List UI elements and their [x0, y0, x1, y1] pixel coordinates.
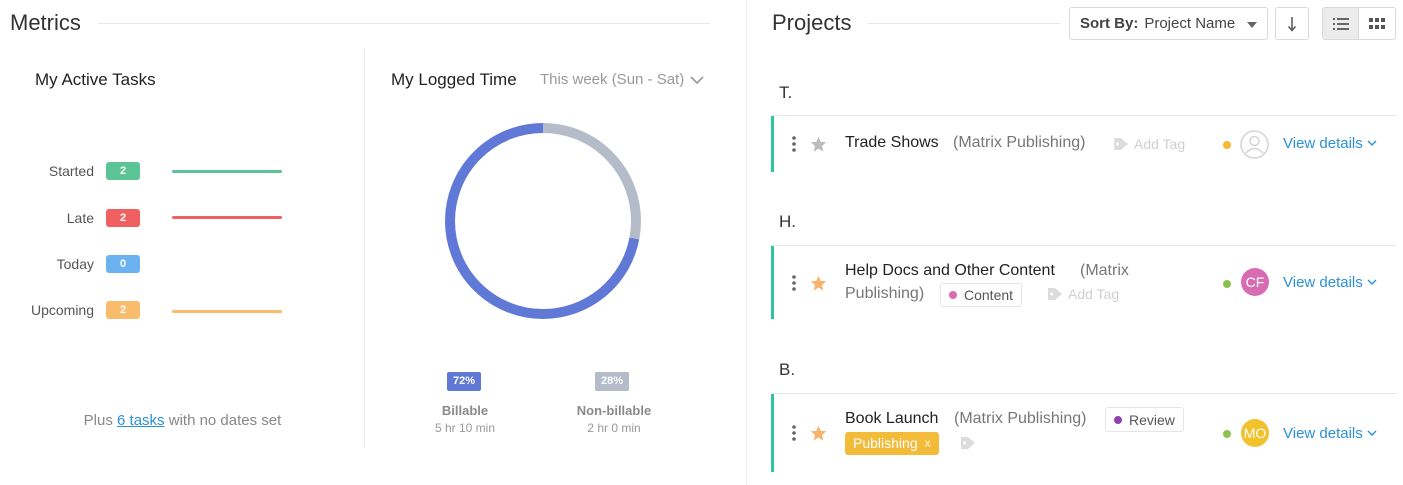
chevron-down-icon [1367, 279, 1377, 285]
group-letter-t: T. [779, 83, 793, 102]
task-label-today: Today [56, 256, 94, 272]
tag-chip-label: Content [964, 287, 1014, 303]
project-client-line1: (Matrix [1080, 262, 1129, 279]
list-view-icon [1332, 17, 1349, 30]
add-tag-button[interactable]: Add Tag [1113, 136, 1185, 152]
metrics-title-rule [98, 23, 710, 24]
more-vertical-icon[interactable] [792, 136, 796, 152]
metrics-divider [364, 48, 365, 448]
nonbillable-time: 2 hr 0 min [587, 421, 641, 435]
add-tag-label: Add Tag [1134, 136, 1186, 152]
group-b-rule [772, 393, 1396, 394]
task-count-upcoming[interactable]: 2 [106, 301, 140, 319]
view-details-label: View details [1283, 135, 1363, 152]
list-view-button[interactable] [1322, 7, 1359, 40]
tag-color-dot [949, 291, 957, 299]
donut-nonbillable-arc [445, 123, 641, 319]
group-h-rule [772, 245, 1396, 246]
tasks-note-suffix: with no dates set [168, 412, 282, 429]
view-details-label: View details [1283, 425, 1363, 442]
project-name[interactable]: Book Launch [845, 410, 939, 427]
avatar[interactable]: MO [1241, 419, 1269, 447]
tag-icon [1048, 288, 1062, 300]
projects-title: Projects [772, 10, 852, 35]
project-name[interactable]: Trade Shows [845, 134, 939, 151]
project-client: (Matrix Publishing) [954, 410, 1087, 427]
star-icon[interactable] [810, 136, 827, 152]
tag-icon[interactable] [960, 436, 976, 450]
billable-time: 5 hr 10 min [434, 421, 496, 435]
logged-time-range-label: This week (Sun - Sat) [540, 71, 685, 88]
group-t-rule [772, 115, 1396, 116]
status-dot [1223, 430, 1231, 438]
project-card-book-launch[interactable]: Book Launch (Matrix Publishing) Review P… [771, 394, 1396, 472]
active-tasks-title: My Active Tasks [35, 70, 156, 89]
sort-direction-button[interactable] [1275, 7, 1309, 40]
remove-tag-button[interactable]: x [924, 436, 931, 450]
tag-color-dot [1114, 415, 1122, 424]
tag-chip-label: Review [1129, 411, 1175, 428]
project-card-trade-shows[interactable]: Trade Shows (Matrix Publishing) Add Tag … [771, 116, 1396, 172]
task-label-started: Started [48, 163, 94, 179]
project-client: (Matrix Publishing) [953, 134, 1086, 151]
star-icon[interactable] [810, 425, 827, 441]
task-bar-upcoming [172, 310, 282, 313]
task-count-late[interactable]: 2 [106, 209, 140, 227]
view-details-link[interactable]: View details [1283, 425, 1377, 442]
tag-publishing[interactable]: Publishing x [845, 432, 939, 455]
view-details-link[interactable]: View details [1283, 274, 1377, 291]
tasks-note-prefix: Plus [83, 412, 113, 429]
projects-title-rule [868, 23, 1060, 24]
task-count-today[interactable]: 0 [106, 255, 140, 273]
more-vertical-icon[interactable] [792, 425, 796, 441]
add-tag-label: Add Tag [1068, 286, 1120, 302]
chevron-down-icon [1367, 430, 1377, 436]
tag-chip-content[interactable]: Content [940, 283, 1023, 307]
status-dot [1223, 141, 1231, 149]
grid-view-icon [1369, 17, 1385, 29]
tag-publishing-label: Publishing [853, 435, 918, 451]
project-name[interactable]: Help Docs and Other Content [845, 262, 1055, 279]
sort-by-value: Project Name [1144, 15, 1236, 32]
user-placeholder-icon[interactable] [1240, 130, 1269, 159]
tag-chip-review[interactable]: Review [1105, 407, 1184, 432]
avatar[interactable]: CF [1241, 268, 1269, 296]
tasks-no-dates-note: Plus 6 tasks with no dates set [0, 412, 365, 429]
group-letter-b: B. [779, 360, 796, 379]
task-bar-late [172, 216, 282, 219]
more-vertical-icon[interactable] [792, 275, 796, 291]
arrow-down-icon [1287, 16, 1297, 32]
tasks-no-dates-link[interactable]: 6 tasks [117, 412, 165, 429]
metrics-title: Metrics [10, 10, 81, 35]
add-tag-button[interactable]: Add Tag [1047, 286, 1119, 302]
group-letter-h: H. [779, 212, 796, 231]
view-details-label: View details [1283, 274, 1363, 291]
star-icon[interactable] [810, 275, 827, 291]
nonbillable-pct-badge: 28% [595, 372, 630, 391]
task-bar-started [172, 170, 282, 173]
task-count-started[interactable]: 2 [106, 162, 140, 180]
view-details-link[interactable]: View details [1283, 135, 1377, 152]
task-label-upcoming: Upcoming [30, 302, 94, 318]
grid-view-button[interactable] [1358, 7, 1396, 40]
logged-time-range-dropdown[interactable]: This week (Sun - Sat) [540, 71, 704, 88]
billable-pct-badge: 72% [447, 372, 482, 391]
project-client-line2: Publishing) [845, 285, 925, 302]
chevron-down-icon [690, 75, 704, 84]
tag-icon [1114, 138, 1128, 150]
billable-label: Billable [441, 403, 489, 418]
panel-divider [746, 0, 747, 485]
chevron-down-icon [1367, 140, 1377, 146]
logged-time-donut [445, 123, 641, 319]
nonbillable-label: Non-billable [576, 403, 652, 418]
caret-down-icon [1247, 22, 1257, 28]
sort-by-dropdown[interactable]: Sort By: Project Name [1069, 7, 1268, 40]
task-label-late: Late [66, 210, 94, 226]
sort-by-label: Sort By: [1080, 15, 1139, 32]
project-card-help-docs[interactable]: Help Docs and Other Content (Matrix Publ… [771, 246, 1396, 319]
logged-time-title: My Logged Time [391, 70, 517, 89]
status-dot [1223, 280, 1231, 288]
